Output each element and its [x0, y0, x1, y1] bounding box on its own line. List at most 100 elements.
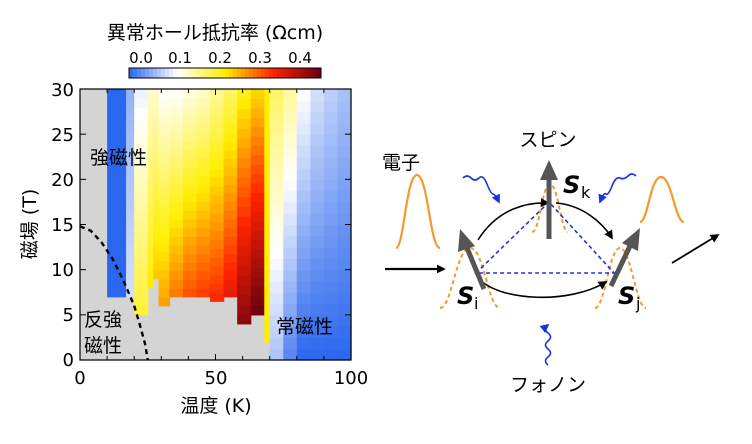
electron-out-arrow: [671, 234, 720, 264]
heatmap-cell: [296, 303, 311, 316]
heatmap-cell: [169, 132, 184, 142]
y-tick-label: 0: [63, 350, 74, 371]
heatmap-cell: [147, 122, 154, 131]
heatmap-cell: [153, 104, 160, 114]
heatmap-cell: [337, 326, 352, 339]
heatmap-cell: [147, 229, 154, 239]
heatmap-cell: [310, 190, 325, 203]
heatmap-cell: [107, 97, 127, 107]
heatmap-cell: [147, 180, 154, 189]
colorbar-cell: [273, 68, 278, 78]
colorbar-cell: [257, 68, 262, 78]
heatmap-cell: [153, 89, 160, 98]
heatmap-cell: [264, 162, 271, 174]
heatmap-cell: [237, 206, 252, 217]
colorbar-tick-labels: 0.0 0.1 0.2 0.3 0.4: [129, 49, 312, 67]
x-tick-label: 50: [205, 368, 228, 389]
y-tick-label: 25: [51, 125, 74, 146]
heatmap-cell: [126, 236, 135, 246]
heatmap-cell: [126, 114, 135, 125]
heatmap-cell: [126, 89, 135, 99]
heatmap-cell: [196, 132, 211, 142]
heatmap-cell: [153, 231, 160, 240]
heatmap-cell: [126, 123, 135, 133]
heatmap-cell: [126, 106, 135, 116]
y-tick-labels: 0 5 10 15 20 25 30: [51, 80, 74, 371]
heatmap-cell: [153, 254, 160, 264]
colorbar-cell: [173, 68, 178, 78]
heatmap-cell: [147, 279, 154, 289]
heatmap-cell: [264, 173, 271, 185]
heatmap-cell: [269, 303, 284, 316]
heatmap-cell: [337, 190, 352, 203]
heatmap-cell: [134, 145, 149, 156]
heatmap-cell: [237, 137, 252, 149]
heatmap-cell: [223, 149, 238, 159]
ferromagnetic-label: 強磁性: [90, 147, 147, 169]
heatmap-cell: [153, 183, 160, 193]
hop-i-to-k: [477, 198, 550, 241]
heatmap-cell: [196, 158, 211, 168]
heatmap-cell: [182, 288, 198, 298]
heatmap-cell: [264, 131, 271, 143]
heatmap-cell: [269, 89, 284, 101]
heatmap-cell: [147, 196, 154, 206]
phonon-arrows: [462, 173, 637, 366]
heatmap-cell: [210, 106, 225, 117]
heatmap-cell: [158, 161, 171, 171]
heatmap-cell: [296, 326, 311, 339]
spin-arrow-j: [608, 228, 640, 288]
heatmap-cell: [169, 89, 184, 99]
heatmap-cell: [107, 114, 127, 125]
heatmap-cell: [147, 171, 154, 181]
orbital-i: [439, 246, 501, 309]
heatmap-cell: [126, 175, 135, 185]
heatmap-cell: [323, 247, 339, 259]
heatmap-cell: [147, 246, 154, 256]
heatmap-cell: [158, 269, 171, 280]
heatmap-cell: [158, 170, 171, 180]
heatmap-cell: [196, 201, 211, 211]
colorbar-cell: [301, 68, 306, 78]
heatmap-cell: [126, 244, 135, 255]
heatmap-cell: [237, 167, 252, 178]
heatmap-cell: [237, 118, 252, 129]
colorbar-cell: [145, 68, 150, 78]
heatmap-cell: [296, 314, 311, 327]
heatmap-cell: [196, 140, 211, 151]
heatmap-cell: [310, 89, 325, 101]
heatmap-cell: [223, 123, 238, 133]
region-labels: 強磁性 反強 磁性 常磁性: [84, 147, 333, 357]
heatmap-cell: [182, 192, 198, 203]
heatmap-cell: [196, 244, 211, 255]
heatmap-cell: [210, 230, 225, 240]
heatmap-cell: [210, 168, 225, 179]
heatmap-cell: [337, 303, 352, 316]
heatmap-cell: [296, 269, 311, 282]
heatmap-cell: [158, 242, 171, 253]
heatmap-cell: [134, 173, 149, 184]
heatmap-cell: [210, 177, 225, 187]
heatmap-cell: [182, 132, 198, 142]
spin-symbol-i: S: [457, 282, 474, 310]
heatmap-cell: [269, 213, 284, 226]
heatmap-cell: [323, 348, 339, 361]
heatmap-cell: [210, 97, 225, 108]
heatmap-cell: [196, 262, 211, 272]
hop-k-to-j: [555, 202, 613, 240]
heatmap-cell: [310, 134, 325, 147]
colorbar-cell: [201, 68, 206, 78]
colorbar-cell: [305, 68, 310, 78]
heatmap-cell: [210, 257, 225, 267]
heatmap-cell: [323, 100, 339, 113]
heatmap-cell: [210, 186, 225, 196]
heatmap-cell: [169, 227, 184, 237]
axis-ticks: [79, 88, 352, 361]
phonon-arrow-bottom: [539, 323, 552, 366]
heatmap-cell: [337, 134, 352, 147]
colorbar-cell: [261, 68, 266, 78]
heatmap-cell: [337, 100, 352, 113]
heatmap-cell: [134, 277, 149, 288]
heatmap-cell: [296, 179, 311, 192]
heatmap-cell: [283, 258, 298, 271]
